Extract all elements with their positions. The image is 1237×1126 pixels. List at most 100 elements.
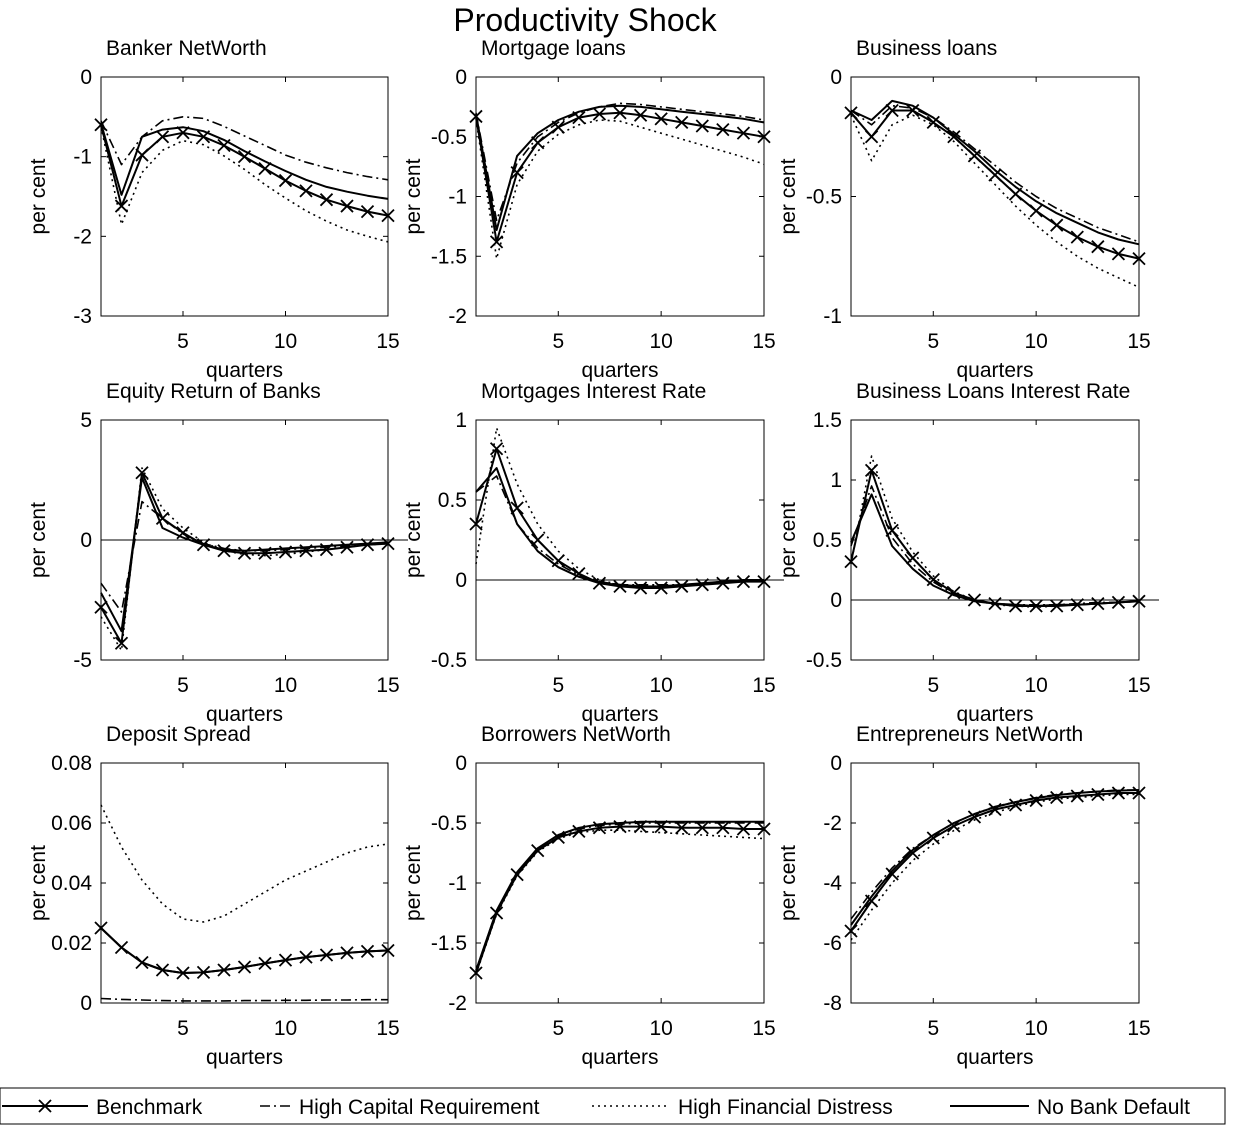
- series-highfd: [475, 829, 765, 975]
- series-benchmark: [475, 447, 764, 589]
- x-axis-label: quarters: [956, 359, 1033, 382]
- marker-x: [736, 822, 751, 836]
- marker-x: [988, 168, 1002, 182]
- series-highfd: [100, 467, 389, 652]
- y-tick-label: -1: [448, 872, 467, 895]
- x-axis-label: quarters: [956, 1046, 1033, 1069]
- marker-x: [1050, 790, 1064, 805]
- y-tick-label: -4: [823, 872, 842, 895]
- marker-x: [906, 103, 920, 118]
- series-nodefault: [850, 789, 1140, 926]
- x-tick-label: 15: [1127, 330, 1150, 353]
- panel-1: 0 -1 -2 -3 5 10 15 Banker NetWorth quarters per c…: [27, 37, 400, 382]
- series-highcap: [475, 822, 764, 971]
- x-tick-label: 10: [649, 330, 672, 353]
- marker-x: [319, 193, 334, 207]
- y-tick-label: -2: [823, 812, 842, 835]
- x-axis-label: quarters: [581, 359, 658, 382]
- x-tick-label: 5: [552, 674, 564, 697]
- panel-9: 0 -2 -4 -6 -8 5 10 15 Entrepreneurs NetWorth quar…: [777, 723, 1151, 1069]
- y-tick-label: 0.08: [51, 752, 92, 775]
- series-highfd: [100, 804, 389, 923]
- marker-x: [695, 119, 709, 133]
- marker-x: [926, 831, 940, 845]
- x-tick-label: 10: [649, 1017, 672, 1040]
- marker-x: [947, 130, 961, 144]
- x-tick-label: 10: [274, 1017, 297, 1040]
- series-nodefault: [100, 122, 389, 200]
- marker-x: [1050, 218, 1064, 232]
- marker-x: [360, 205, 375, 219]
- y-tick-label: -0.5: [431, 649, 467, 672]
- marker-x: [757, 574, 771, 589]
- legend-item-nodefault: No Bank Default: [950, 1096, 1190, 1119]
- y-axis-label: per cent: [402, 502, 425, 578]
- marker-x: [340, 199, 354, 213]
- legend-item-highcap: High Capital Requirement: [260, 1096, 540, 1119]
- panel-5: 1 0.5 0 -0.5 5 10 15 Mortgages Interest Rate qua…: [402, 380, 784, 726]
- y-tick-label: 1.5: [813, 409, 842, 432]
- y-tick-label: 0.04: [51, 872, 92, 895]
- y-tick-label: -0.5: [431, 812, 467, 835]
- panel-title: Business loans: [856, 37, 997, 60]
- y-tick-label: 0: [455, 569, 467, 592]
- x-tick-label: 5: [927, 330, 939, 353]
- y-tick-label: 0: [830, 752, 842, 775]
- plot-frame: [475, 419, 765, 661]
- panel-title: Mortgage loans: [481, 37, 626, 60]
- y-tick-label: -1: [823, 305, 842, 328]
- y-tick-label: 0.5: [813, 529, 842, 552]
- series-benchmark: [100, 124, 389, 217]
- series-highcap: [100, 997, 388, 1002]
- marker-x: [1132, 786, 1146, 800]
- series-nodefault: [100, 927, 389, 974]
- y-tick-label: -0.5: [806, 649, 842, 672]
- x-tick-label: 10: [1024, 674, 1047, 697]
- series-benchmark: [100, 471, 389, 645]
- marker-x: [1029, 793, 1043, 808]
- y-axis-label: per cent: [27, 502, 50, 578]
- x-tick-label: 5: [927, 1017, 939, 1040]
- marker-x: [757, 130, 771, 144]
- marker-x: [716, 576, 730, 590]
- x-axis-label: quarters: [581, 703, 658, 726]
- y-tick-label: -1.5: [431, 245, 467, 268]
- marker-x: [299, 184, 313, 198]
- x-axis-label: quarters: [206, 703, 283, 726]
- legend-label: Benchmark: [96, 1096, 203, 1119]
- panel-title: Banker NetWorth: [106, 37, 267, 60]
- marker-x: [654, 112, 668, 126]
- marker-x: [340, 540, 354, 554]
- panel-title: Business Loans Interest Rate: [856, 380, 1130, 403]
- y-tick-label: -2: [448, 305, 467, 328]
- series-nodefault: [100, 476, 389, 633]
- marker-x: [489, 442, 504, 456]
- marker-x: [1029, 204, 1043, 218]
- series-benchmark: [850, 792, 1139, 932]
- marker-x: [1070, 230, 1084, 244]
- series-highfd: [100, 126, 389, 243]
- series-nodefault: [850, 99, 1140, 246]
- plot-frame: [100, 76, 389, 317]
- x-tick-label: 10: [1024, 1017, 1047, 1040]
- marker-x: [906, 846, 920, 860]
- x-tick-label: 10: [649, 674, 672, 697]
- y-tick-label: 0: [455, 66, 467, 89]
- x-tick-label: 15: [752, 674, 775, 697]
- y-axis-label: per cent: [27, 158, 50, 234]
- series-highcap: [100, 116, 389, 181]
- marker-x: [1091, 240, 1105, 254]
- x-tick-label: 5: [552, 330, 564, 353]
- panel-6: 1.5 1 0.5 0 -0.5 5 10 15 Business Loans Interest…: [777, 380, 1159, 726]
- marker-x: [114, 199, 129, 213]
- marker-x: [885, 867, 899, 881]
- legend: Benchmark High Capital Requirement High Fi…: [0, 1087, 1226, 1125]
- series-highfd: [850, 793, 1139, 941]
- series-benchmark: [475, 825, 764, 974]
- series-highcap: [850, 485, 1140, 606]
- marker-x: [135, 466, 149, 480]
- y-tick-label: 1: [830, 469, 842, 492]
- y-axis-label: per cent: [27, 845, 50, 921]
- marker-x: [114, 636, 129, 650]
